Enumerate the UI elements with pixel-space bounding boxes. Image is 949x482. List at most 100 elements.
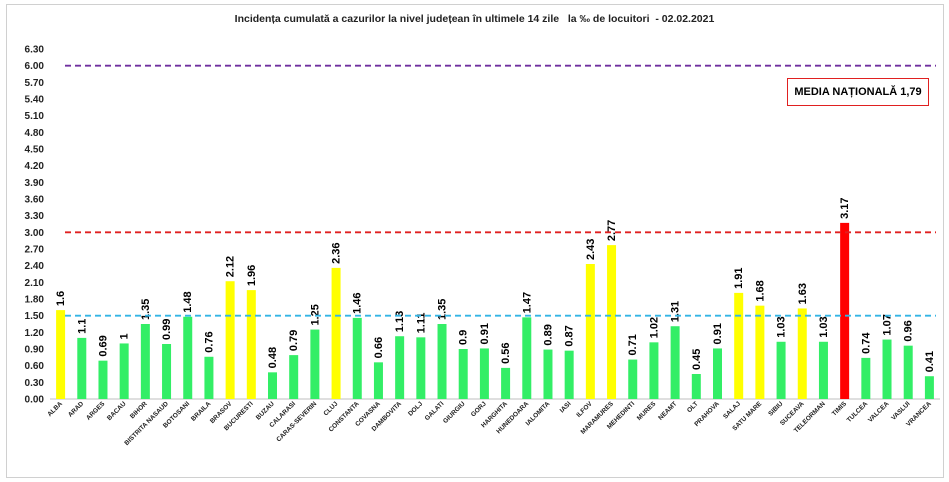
bar-value-label: 2.43 — [585, 239, 597, 260]
chart-title: Incidența cumulată a cazurilor la nivel … — [234, 13, 715, 25]
bar — [140, 324, 150, 399]
y-tick-label: 3.60 — [25, 195, 45, 206]
bar — [458, 349, 468, 399]
bar — [734, 292, 744, 399]
bar-value-label: 1.46 — [352, 292, 364, 313]
bar — [437, 324, 447, 399]
bar-value-label: 0.91 — [712, 323, 724, 344]
bar-value-label: 1.63 — [797, 283, 809, 304]
bar-value-label: 0.41 — [924, 351, 936, 372]
bar — [225, 281, 235, 399]
x-tick-label: TULCEA — [846, 400, 870, 424]
x-tick-label: SIBIU — [767, 400, 784, 417]
bar-value-label: 0.91 — [479, 323, 491, 344]
y-tick-label: 4.80 — [25, 128, 45, 139]
bar-value-label: 1.02 — [648, 317, 660, 338]
bar-value-label: 0.69 — [97, 335, 109, 356]
bar-value-label: 0.56 — [500, 342, 512, 363]
y-tick-label: 2.40 — [25, 261, 45, 272]
bar-value-label: 0.48 — [267, 347, 279, 368]
bar-value-label: 1.1 — [76, 319, 88, 334]
y-tick-label: 6.00 — [25, 61, 45, 72]
bar-value-label: 0.74 — [860, 332, 872, 354]
bar-value-label: 1.03 — [776, 316, 788, 337]
y-tick-label: 5.40 — [25, 95, 45, 106]
bar — [818, 341, 828, 399]
bar — [352, 317, 362, 399]
x-tick-label: ARGES — [85, 400, 107, 422]
x-tick-label: BIHOR — [129, 400, 149, 420]
bar — [755, 305, 765, 399]
bar-value-label: 0.71 — [627, 334, 639, 355]
x-tick-label: ARAD — [67, 400, 85, 418]
x-tick-label: SALAJ — [722, 400, 742, 420]
bar — [56, 310, 66, 399]
y-tick-label: 3.00 — [25, 228, 45, 239]
y-tick-label: 2.70 — [25, 245, 45, 256]
bar — [585, 264, 595, 399]
bar — [289, 355, 299, 399]
x-tick-label: CARAS-SEVERIN — [275, 400, 318, 443]
bar-value-label: 1.07 — [882, 314, 894, 335]
bar — [204, 356, 214, 399]
x-tick-label: CLUJ — [323, 400, 340, 417]
bar — [840, 222, 850, 399]
bar — [543, 349, 553, 399]
bar — [416, 337, 426, 399]
bar — [183, 316, 193, 399]
bar-value-label: 2.77 — [606, 220, 618, 241]
x-tick-label: ALBA — [46, 400, 64, 418]
x-tick-label: TIMIS — [831, 400, 849, 418]
bar — [268, 372, 277, 399]
bar-value-label: 0.96 — [903, 320, 915, 341]
y-tick-label: 0.00 — [25, 395, 45, 406]
y-tick-label: 1.50 — [25, 311, 45, 322]
bar — [373, 362, 383, 399]
bar — [98, 360, 108, 399]
x-tick-label: DOLJ — [407, 400, 424, 417]
x-tick-label: NEAMT — [657, 400, 678, 421]
bar-value-label: 2.36 — [331, 242, 343, 263]
bar — [607, 245, 617, 399]
bar — [713, 348, 722, 399]
x-tick-label: BACAU — [106, 400, 128, 422]
y-tick-label: 1.20 — [25, 328, 45, 339]
y-tick-label: 1.80 — [25, 295, 45, 306]
y-tick-label: 2.10 — [25, 278, 45, 289]
x-tick-label: MURES — [636, 400, 658, 422]
x-tick-label: ILFOV — [575, 400, 594, 419]
bar-value-label: 1.31 — [670, 301, 682, 322]
y-tick-label: 5.10 — [25, 111, 45, 122]
bar — [501, 367, 511, 399]
bar — [691, 374, 701, 399]
bar-value-label: 0.79 — [288, 330, 300, 351]
bar — [924, 376, 934, 399]
bar — [395, 336, 405, 399]
x-tick-label: GORJ — [470, 400, 488, 418]
y-tick-label: 6.30 — [25, 45, 45, 56]
x-tick-label: OLT — [686, 400, 700, 414]
bar — [776, 341, 786, 399]
y-tick-label: 0.90 — [25, 345, 45, 356]
bar — [119, 343, 129, 399]
bar-value-label: 1.96 — [246, 265, 258, 286]
bar-value-label: 1.68 — [754, 280, 766, 301]
bar — [649, 342, 659, 399]
bar-value-label: 0.9 — [458, 330, 470, 345]
x-tick-label: VALCEA — [867, 400, 891, 424]
bar-value-label: 0.89 — [542, 324, 554, 345]
bar-value-label: 1.47 — [521, 292, 533, 313]
bar-value-label: 1.6 — [55, 291, 67, 306]
bar — [77, 337, 87, 399]
x-tick-label: GIURGIU — [442, 400, 467, 425]
bar-value-label: 1.11 — [415, 313, 427, 334]
y-tick-label: 4.50 — [25, 145, 45, 156]
bar-value-label: 1.03 — [818, 316, 830, 337]
y-tick-label: 0.60 — [25, 361, 45, 372]
bar-value-label: 1.91 — [733, 267, 745, 288]
x-tick-label: IASI — [559, 400, 573, 414]
y-tick-label: 3.90 — [25, 178, 45, 189]
y-tick-label: 0.30 — [25, 378, 45, 389]
y-tick-label: 3.30 — [25, 211, 45, 222]
